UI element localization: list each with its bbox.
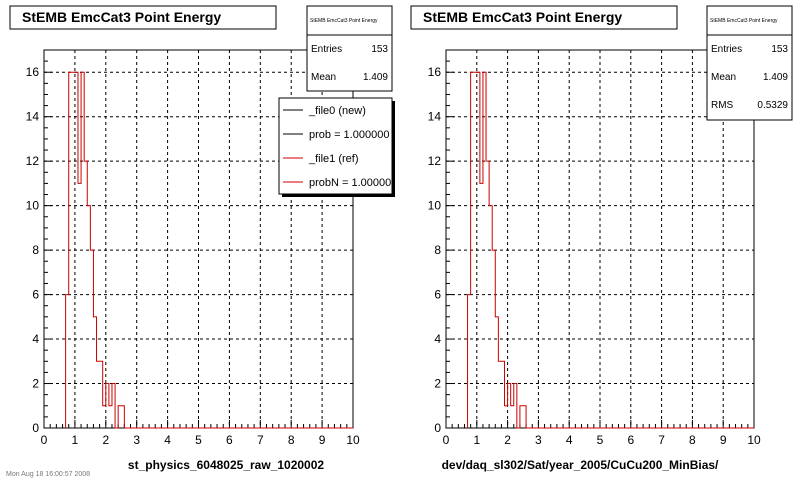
x-tick-label: 3 bbox=[535, 433, 542, 447]
x-tick-label: 8 bbox=[689, 433, 696, 447]
x-tick-label: 2 bbox=[504, 433, 511, 447]
footer-timestamp: Mon Aug 18 16:00:57 2008 bbox=[6, 471, 90, 478]
stats-value: 1.409 bbox=[763, 72, 788, 83]
stats-value: 1.409 bbox=[363, 72, 388, 83]
y-tick-label: 8 bbox=[32, 243, 39, 257]
stats-value: 0.5329 bbox=[757, 100, 788, 111]
y-tick-label: 12 bbox=[26, 154, 40, 168]
x-axis-label: st_physics_6048025_raw_1020002 bbox=[128, 458, 324, 472]
x-tick-label: 1 bbox=[473, 433, 480, 447]
chart-title: StEMB EmcCat3 Point Energy bbox=[423, 9, 622, 25]
chart-title-box bbox=[410, 5, 678, 30]
x-tick-label: 5 bbox=[195, 433, 202, 447]
stats-label: Entries bbox=[311, 44, 342, 55]
stats-value: 153 bbox=[771, 44, 788, 55]
y-tick-label: 2 bbox=[32, 377, 39, 391]
x-tick-label: 10 bbox=[346, 433, 360, 447]
legend-item-label: _file1 (ref) bbox=[308, 153, 359, 165]
legend-box bbox=[278, 97, 393, 195]
legend: _file0 (new) prob = 1.000000 _file1 (ref) p… bbox=[283, 105, 397, 189]
x-tick-label: 2 bbox=[102, 433, 109, 447]
x-tick-label: 4 bbox=[164, 433, 171, 447]
x-axis-label: dev/daq_sl302/Sat/year_2005/CuCu200_MinB… bbox=[442, 458, 719, 472]
y-tick-label: 10 bbox=[26, 199, 40, 213]
x-tick-label: 3 bbox=[133, 433, 140, 447]
x-tick-label: 7 bbox=[257, 433, 264, 447]
stats-label: Mean bbox=[311, 72, 336, 83]
histogram-series-line bbox=[467, 71, 754, 429]
stats-label: Entries bbox=[711, 44, 742, 55]
y-tick-label: 6 bbox=[32, 288, 39, 302]
x-tick-label: 6 bbox=[226, 433, 233, 447]
stats-title: StEMB EmcCat3 Point Energy bbox=[310, 18, 378, 24]
legend-item-label: _file0 (new) bbox=[308, 105, 366, 117]
y-tick-label: 10 bbox=[428, 199, 442, 213]
y-tick-label: 12 bbox=[428, 154, 442, 168]
x-tick-label: 0 bbox=[443, 433, 450, 447]
y-tick-label: 14 bbox=[428, 110, 442, 124]
x-tick-label: 1 bbox=[72, 433, 79, 447]
x-tick-label: 9 bbox=[319, 433, 326, 447]
y-tick-label: 6 bbox=[434, 288, 441, 302]
x-tick-label: 10 bbox=[747, 433, 761, 447]
chart-title: StEMB EmcCat3 Point Energy bbox=[22, 9, 221, 25]
stats-box bbox=[306, 5, 393, 92]
legend-item-label: prob = 1.000000 bbox=[309, 129, 389, 141]
x-tick-label: 7 bbox=[658, 433, 665, 447]
stats-value: 153 bbox=[371, 44, 388, 55]
histogram-series-line bbox=[65, 71, 353, 429]
stats-title: StEMB EmcCat3 Point Energy bbox=[710, 18, 778, 24]
stats-label: RMS bbox=[711, 100, 734, 111]
x-tick-label: 6 bbox=[627, 433, 634, 447]
x-tick-label: 8 bbox=[288, 433, 295, 447]
y-tick-label: 14 bbox=[26, 110, 40, 124]
legend-item-label: probN = 1.000000 bbox=[309, 177, 397, 189]
x-tick-label: 0 bbox=[41, 433, 48, 447]
stats-box bbox=[706, 5, 793, 121]
y-tick-label: 8 bbox=[434, 243, 441, 257]
x-tick-label: 4 bbox=[566, 433, 573, 447]
y-tick-label: 16 bbox=[26, 65, 40, 79]
x-tick-label: 9 bbox=[720, 433, 727, 447]
stats-label: Mean bbox=[711, 72, 736, 83]
y-tick-label: 0 bbox=[434, 421, 441, 435]
y-tick-label: 0 bbox=[32, 421, 39, 435]
chart-title-box bbox=[9, 5, 277, 30]
y-tick-label: 4 bbox=[434, 332, 441, 346]
x-tick-label: 5 bbox=[597, 433, 604, 447]
y-tick-label: 16 bbox=[428, 65, 442, 79]
y-tick-label: 4 bbox=[32, 332, 39, 346]
y-tick-label: 2 bbox=[434, 377, 441, 391]
